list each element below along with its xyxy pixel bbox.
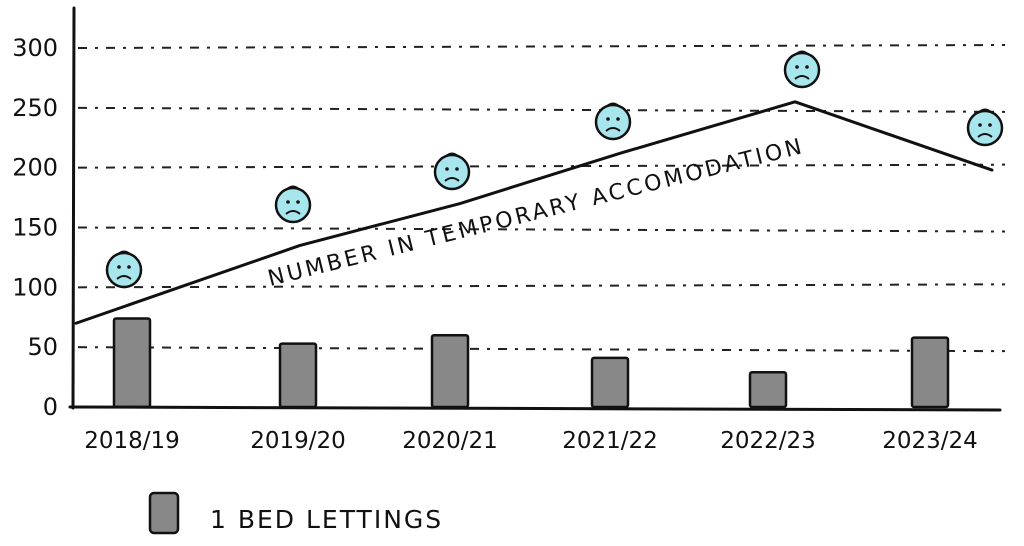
legend: 1 BED LETTINGS bbox=[148, 491, 443, 535]
y-tick-label: 0 bbox=[43, 393, 58, 421]
y-tick-label: 300 bbox=[12, 34, 58, 62]
gridline bbox=[77, 163, 1006, 169]
sad-face-icon bbox=[783, 50, 821, 89]
bar bbox=[748, 371, 788, 409]
gridline bbox=[77, 44, 1006, 49]
gridline bbox=[77, 346, 1006, 353]
face-icons bbox=[105, 50, 1004, 289]
x-axis bbox=[68, 405, 1002, 412]
y-tick-label: 250 bbox=[12, 94, 58, 122]
bar bbox=[590, 356, 630, 409]
bars bbox=[112, 317, 950, 409]
sad-face-icon bbox=[594, 102, 632, 141]
sad-face-icon bbox=[433, 152, 471, 191]
bar bbox=[910, 336, 950, 409]
legend-label: 1 BED LETTINGS bbox=[210, 505, 443, 534]
bar bbox=[112, 317, 152, 409]
y-tick-label: 50 bbox=[27, 333, 58, 361]
y-tick-label: 200 bbox=[12, 154, 58, 182]
bar bbox=[278, 342, 318, 409]
y-axis bbox=[71, 6, 76, 410]
x-tick-label: 2019/20 bbox=[250, 428, 346, 454]
gridline bbox=[77, 283, 1006, 289]
x-tick-label: 2018/19 bbox=[84, 428, 180, 454]
sad-face-icon bbox=[966, 108, 1004, 147]
sad-face-icon bbox=[105, 250, 143, 289]
line-series: NUMBER IN TEMPORARY ACCOMODATION bbox=[74, 100, 994, 325]
x-tick-labels: 2018/19 2019/20 2020/21 2021/22 2022/23 2023/… bbox=[84, 428, 978, 454]
y-tick-labels: 0 50 100 150 200 250 300 bbox=[12, 34, 58, 421]
x-tick-label: 2023/24 bbox=[882, 428, 978, 454]
x-tick-label: 2021/22 bbox=[562, 428, 658, 454]
legend-swatch bbox=[148, 491, 180, 535]
x-tick-label: 2022/23 bbox=[720, 428, 816, 454]
x-tick-label: 2020/21 bbox=[402, 428, 498, 454]
sad-face-icon bbox=[274, 185, 312, 224]
y-tick-label: 100 bbox=[12, 273, 58, 301]
bar bbox=[430, 333, 470, 409]
y-tick-label: 150 bbox=[12, 214, 58, 242]
gridline bbox=[77, 226, 1006, 233]
gridline bbox=[77, 106, 1006, 113]
axes bbox=[68, 6, 1002, 412]
series-line-temporary-accomodation bbox=[74, 100, 994, 325]
series-label-temporary-accomodation: NUMBER IN TEMPORARY ACCOMODATION bbox=[265, 134, 807, 292]
